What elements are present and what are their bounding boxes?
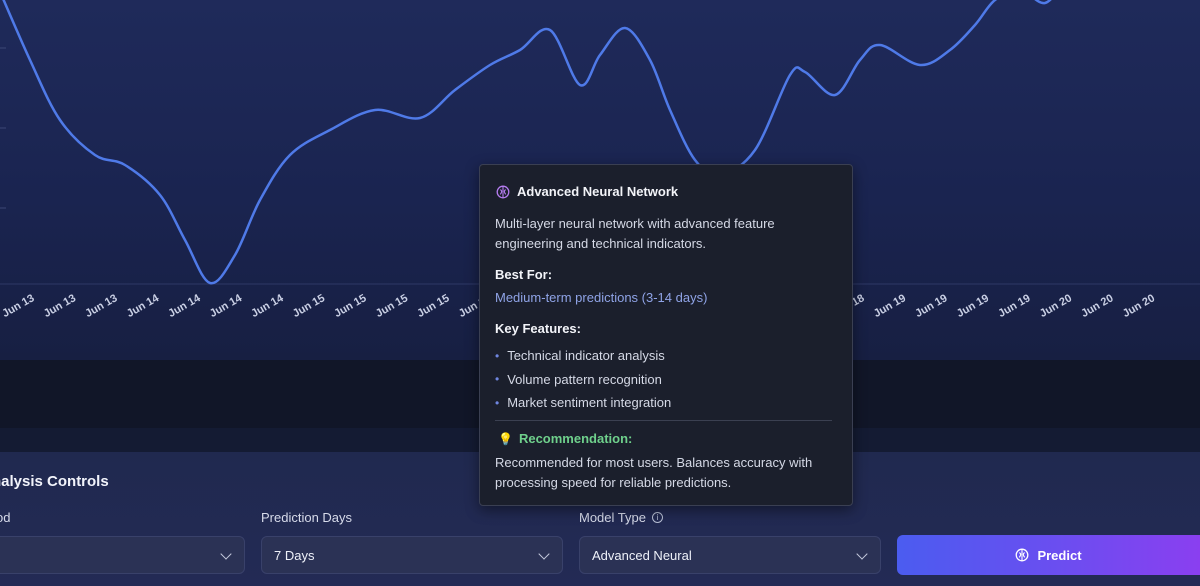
predict-label: Predict xyxy=(1037,547,1082,563)
lightbulb-icon: 💡 xyxy=(498,431,513,446)
prediction-days-select[interactable]: 7 Days xyxy=(261,536,563,574)
chevron-down-icon xyxy=(538,548,550,560)
list-item: • Market sentiment integration xyxy=(495,395,672,411)
tooltip-title-text: Advanced Neural Network xyxy=(517,184,679,199)
tooltip-description: Multi-layer neural network with advanced… xyxy=(495,216,775,251)
recommendation-heading: 💡 Recommendation: xyxy=(498,431,633,446)
list-item: • Volume pattern recognition xyxy=(495,371,662,387)
x-tick-label: Jun 13 xyxy=(83,292,119,320)
x-tick-label: Jun 13 xyxy=(42,292,78,320)
model-type-select[interactable]: Advanced Neural xyxy=(579,536,881,574)
key-features-list: • Technical indicator analysis • Volume pa… xyxy=(495,344,671,415)
best-for-heading: Best For: xyxy=(495,267,553,282)
model-info-tooltip: Advanced Neural Network Multi-layer neur… xyxy=(479,164,853,506)
prediction-days-label: Prediction Days xyxy=(261,510,353,525)
x-tick-label: Jun 15 xyxy=(291,292,327,320)
key-features-heading: Key Features: xyxy=(495,321,581,336)
price-line xyxy=(2,0,1052,285)
x-tick-label: Jun 13 xyxy=(0,292,36,320)
x-tick-label: Jun 19 xyxy=(996,292,1032,320)
chevron-down-icon xyxy=(220,548,232,560)
divider xyxy=(495,420,832,421)
analysis-controls-title: nalysis Controls xyxy=(0,473,109,490)
prediction-days-value: 7 Days xyxy=(274,547,315,563)
predict-button[interactable]: Predict xyxy=(897,535,1200,575)
brain-icon xyxy=(1016,548,1029,562)
method-label: od xyxy=(0,510,11,525)
x-tick-label: Jun 14 xyxy=(249,292,286,320)
x-tick-label: Jun 15 xyxy=(374,292,410,320)
x-tick-label: Jun 15 xyxy=(332,292,368,320)
x-tick-label: Jun 20 xyxy=(1038,292,1074,320)
method-select[interactable] xyxy=(0,536,245,574)
best-for-value: Medium-term predictions (3-14 days) xyxy=(495,290,708,305)
x-tick-label: Jun 15 xyxy=(415,292,451,320)
x-tick-label: Jun 19 xyxy=(955,292,991,320)
x-tick-label: Jun 19 xyxy=(913,292,949,320)
x-tick-label: Jun 19 xyxy=(872,292,908,320)
x-tick-label: Jun 20 xyxy=(1121,292,1157,320)
model-type-value: Advanced Neural xyxy=(592,547,692,563)
list-item: • Technical indicator analysis xyxy=(495,348,665,364)
info-icon[interactable]: i xyxy=(651,512,663,523)
model-type-label: Model Type i xyxy=(579,510,663,525)
x-tick-label: Jun 14 xyxy=(125,292,162,320)
x-tick-label: Jun 14 xyxy=(166,292,203,320)
recommendation-text: Recommended for most users. Balances acc… xyxy=(495,455,813,490)
brain-icon xyxy=(496,185,510,198)
tooltip-title: Advanced Neural Network xyxy=(496,184,678,199)
x-tick-label: Jun 20 xyxy=(1079,292,1115,320)
chevron-down-icon xyxy=(856,548,868,560)
x-tick-label: Jun 14 xyxy=(208,292,245,320)
